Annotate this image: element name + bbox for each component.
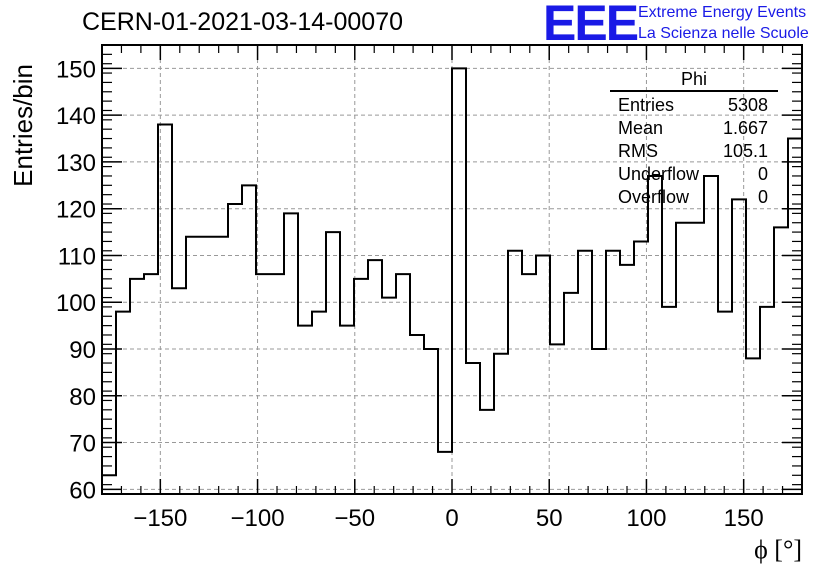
org-name: Extreme Energy Events (638, 4, 807, 21)
y-tick-label: 100 (56, 290, 96, 317)
stats-value: 0 (757, 187, 768, 207)
org-subtitle: La Scienza nelle Scuole (638, 25, 809, 42)
y-tick-label: 70 (69, 431, 96, 458)
x-tick-label: −150 (133, 505, 187, 532)
stats-label: Overflow (618, 187, 690, 207)
x-tick-label: 50 (536, 505, 563, 532)
stats-row-rms: RMS 105.1 (610, 140, 778, 163)
x-tick-label: 100 (626, 505, 666, 532)
stats-value: 105.1 (722, 141, 768, 161)
stats-box: Phi Entries 5308 Mean 1.667 RMS 105.1 Un… (610, 68, 778, 209)
stats-label: Underflow (618, 164, 700, 184)
x-tick-label: −50 (334, 505, 375, 532)
stats-value: 0 (757, 164, 768, 184)
stats-title: Phi (680, 69, 707, 89)
stats-value: 1.667 (722, 118, 768, 138)
eee-logo: EEE (543, 0, 639, 51)
y-axis-label: Entries/bin (8, 64, 38, 187)
stats-row-underflow: Underflow 0 (610, 163, 778, 186)
stats-row-overflow: Overflow 0 (610, 186, 778, 209)
stats-value: 5308 (727, 95, 768, 115)
stats-row-mean: Mean 1.667 (610, 117, 778, 140)
stats-divider (610, 90, 778, 92)
y-tick-label: 130 (56, 150, 96, 177)
y-tick-label: 60 (69, 477, 96, 504)
x-tick-label: 0 (445, 505, 458, 532)
stats-label: Mean (618, 118, 664, 138)
y-tick-label: 80 (69, 384, 96, 411)
y-tick-label: 110 (58, 243, 96, 270)
stats-label: Entries (618, 95, 675, 115)
y-tick-label: 120 (56, 197, 96, 224)
x-tick-label: −100 (231, 505, 285, 532)
stats-label: RMS (618, 141, 658, 161)
histogram-line (101, 67, 803, 494)
x-axis: −150 −100 −50 0 50 100 150 (101, 45, 803, 532)
x-axis-label: ϕ [°] (754, 535, 802, 564)
y-tick-label: 90 (69, 337, 96, 364)
x-tick-label: 150 (724, 505, 764, 532)
stats-row-entries: Entries 5308 (610, 94, 778, 117)
y-tick-label: 140 (56, 103, 96, 130)
y-tick-label: 150 (56, 56, 96, 83)
run-title: CERN-01-2021-03-14-00070 (82, 8, 404, 36)
y-axis: 60 70 80 90 100 110 120 130 140 150 (56, 44, 802, 504)
